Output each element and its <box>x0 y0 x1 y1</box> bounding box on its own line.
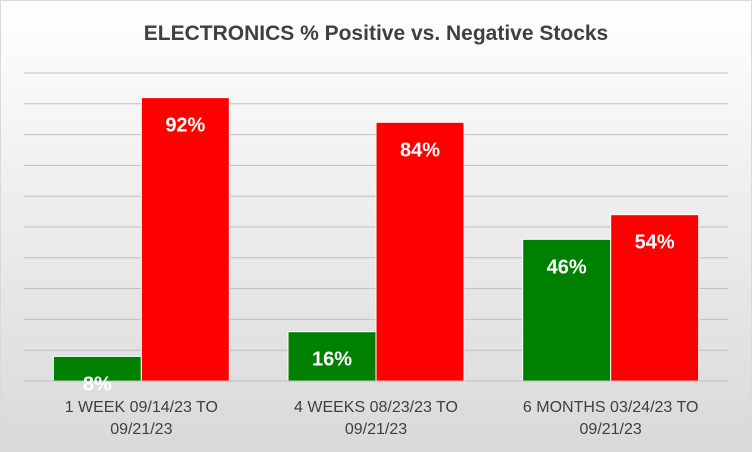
x-tick-label: 6 MONTHS 03/24/23 TO <box>523 399 698 416</box>
data-label: 84% <box>400 139 440 161</box>
data-label: 46% <box>547 256 587 278</box>
bar <box>522 238 612 382</box>
x-tick-label: 1 WEEK 09/14/23 TO <box>65 399 218 416</box>
bar <box>375 121 465 382</box>
x-tick-label: 09/21/23 <box>580 421 642 438</box>
labels: 8% 92% 1 WEEK 09/14/23 TO 09/21/23 16% 84% 4 W… <box>65 115 699 438</box>
chart-title: ELECTRONICS % Positive vs. Negative Stoc… <box>144 22 608 45</box>
bar <box>140 97 230 382</box>
data-label: 16% <box>312 349 352 371</box>
data-label: 54% <box>635 232 675 254</box>
x-tick-label: 09/21/23 <box>110 421 172 438</box>
data-label: 92% <box>165 115 205 137</box>
bar <box>610 214 700 382</box>
bar <box>52 355 142 382</box>
x-tick-label: 4 WEEKS 08/23/23 TO <box>294 399 458 416</box>
bar <box>287 331 377 382</box>
data-label: 8% <box>83 373 112 395</box>
x-tick-label: 09/21/23 <box>345 421 407 438</box>
